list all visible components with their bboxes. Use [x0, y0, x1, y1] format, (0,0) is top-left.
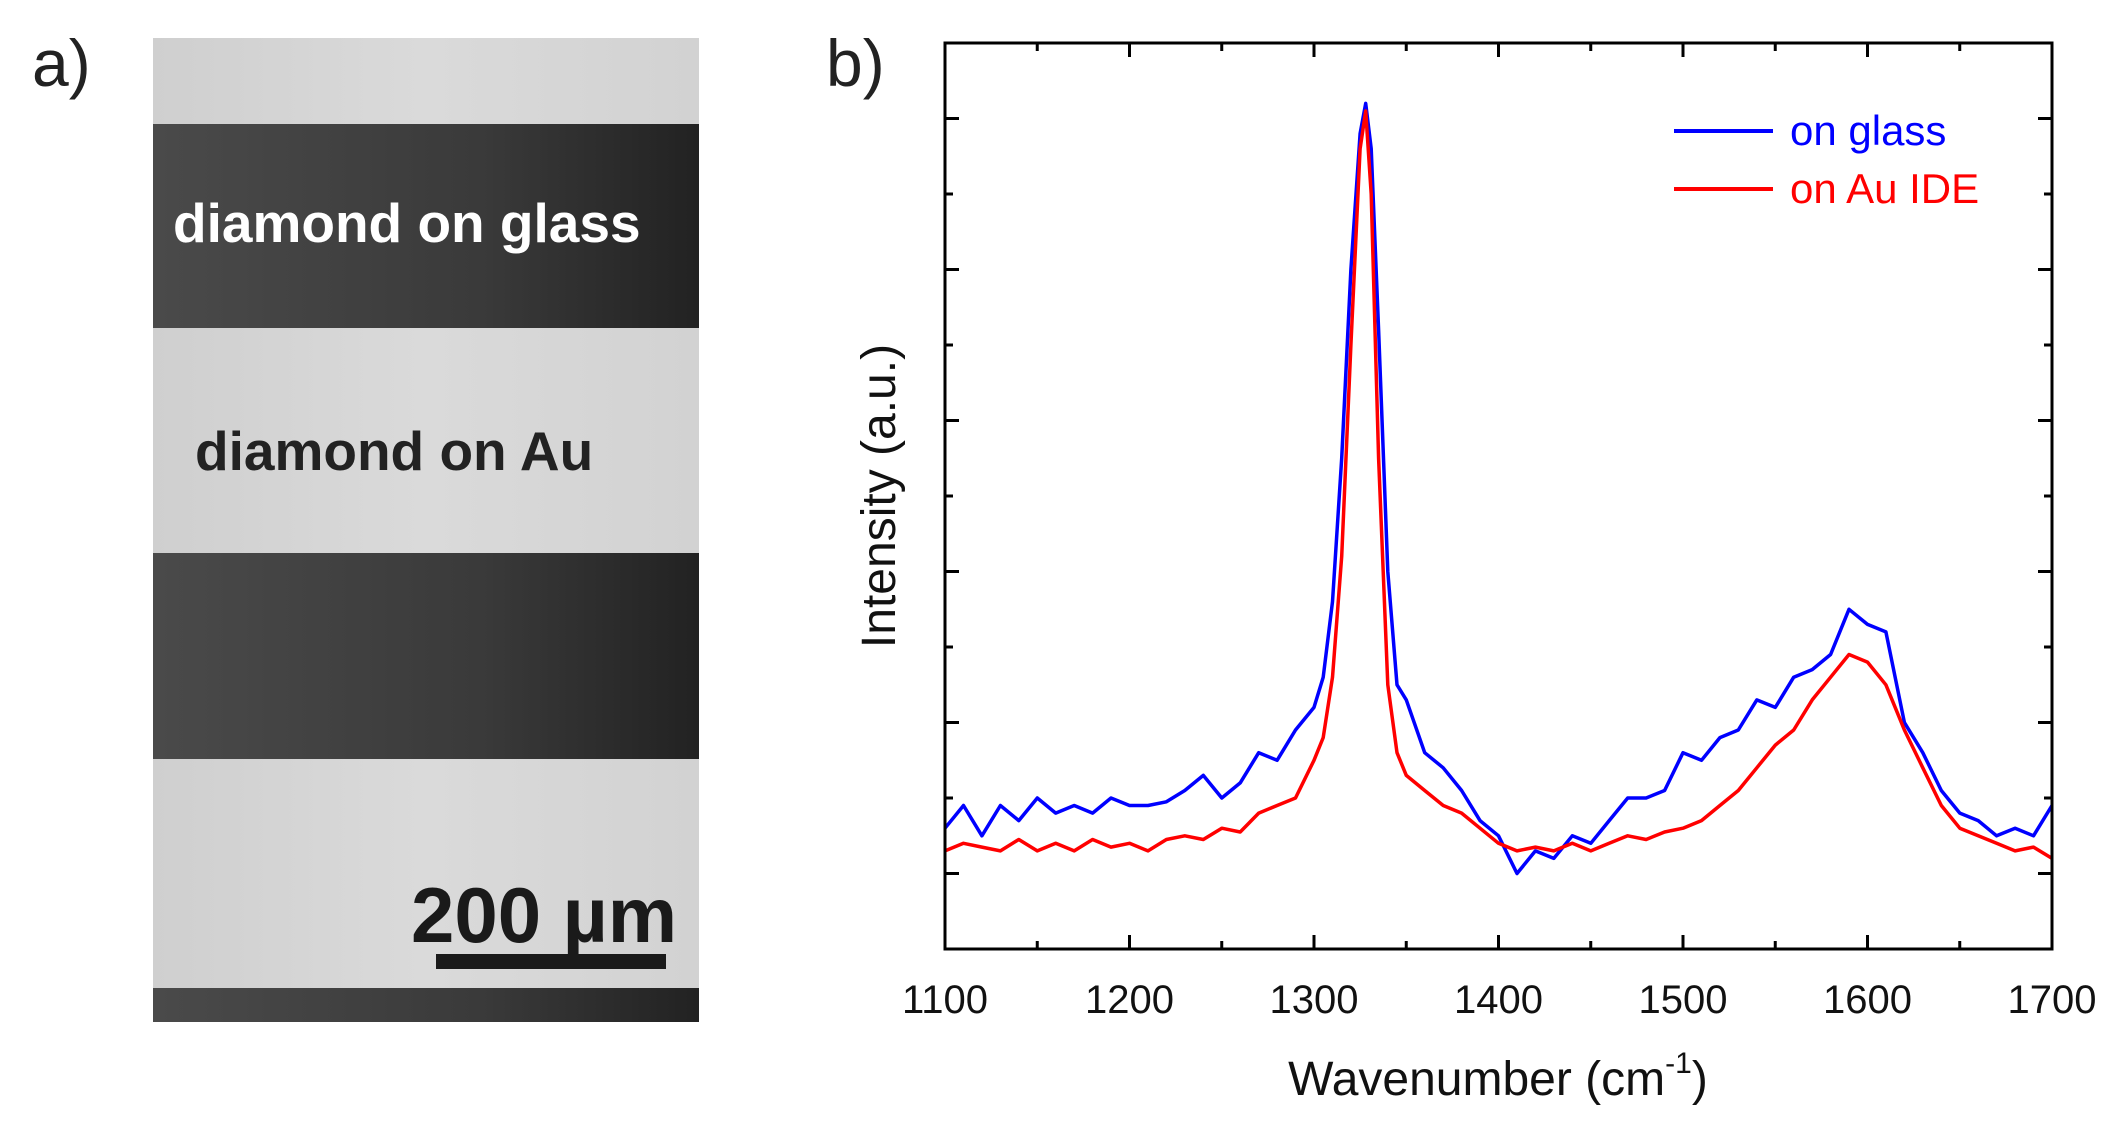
stripe-dark — [153, 988, 699, 1022]
sem-micrograph: diamond on glass diamond on Au 200 µm — [153, 38, 699, 1022]
label-diamond-on-glass: diamond on glass — [173, 192, 641, 254]
y-axis-label: Intensity (a.u.) — [853, 344, 906, 648]
x-tick-label: 1400 — [1454, 978, 1543, 1022]
panel-b-label: b) — [826, 26, 885, 100]
scale-bar — [436, 954, 666, 969]
stripe-light — [153, 759, 699, 988]
stripe-dark — [153, 553, 699, 759]
x-tick-label: 1500 — [1639, 978, 1728, 1022]
x-tick-label: 1200 — [1085, 978, 1174, 1022]
x-axis-label: Wavenumber (cm-1) — [1288, 1047, 1708, 1106]
x-tick-label: 1700 — [2008, 978, 2097, 1022]
stripe-light — [153, 328, 699, 553]
legend: on glass on Au IDE — [1674, 107, 1979, 212]
x-tick-label: 1300 — [1270, 978, 1359, 1022]
x-tick-label: 1100 — [902, 978, 988, 1022]
legend-label-au: on Au IDE — [1790, 165, 1979, 212]
legend-label-glass: on glass — [1790, 107, 1946, 154]
x-tick-label: 1600 — [1823, 978, 1912, 1022]
scale-bar-label: 200 µm — [411, 871, 678, 959]
stripe-dark — [153, 124, 699, 328]
stripe-light — [153, 38, 699, 124]
series-line-au-ide — [944, 109, 2053, 860]
label-diamond-on-au: diamond on Au — [195, 420, 594, 482]
panel-a-label: a) — [32, 26, 91, 100]
series-line-glass — [943, 101, 2054, 876]
